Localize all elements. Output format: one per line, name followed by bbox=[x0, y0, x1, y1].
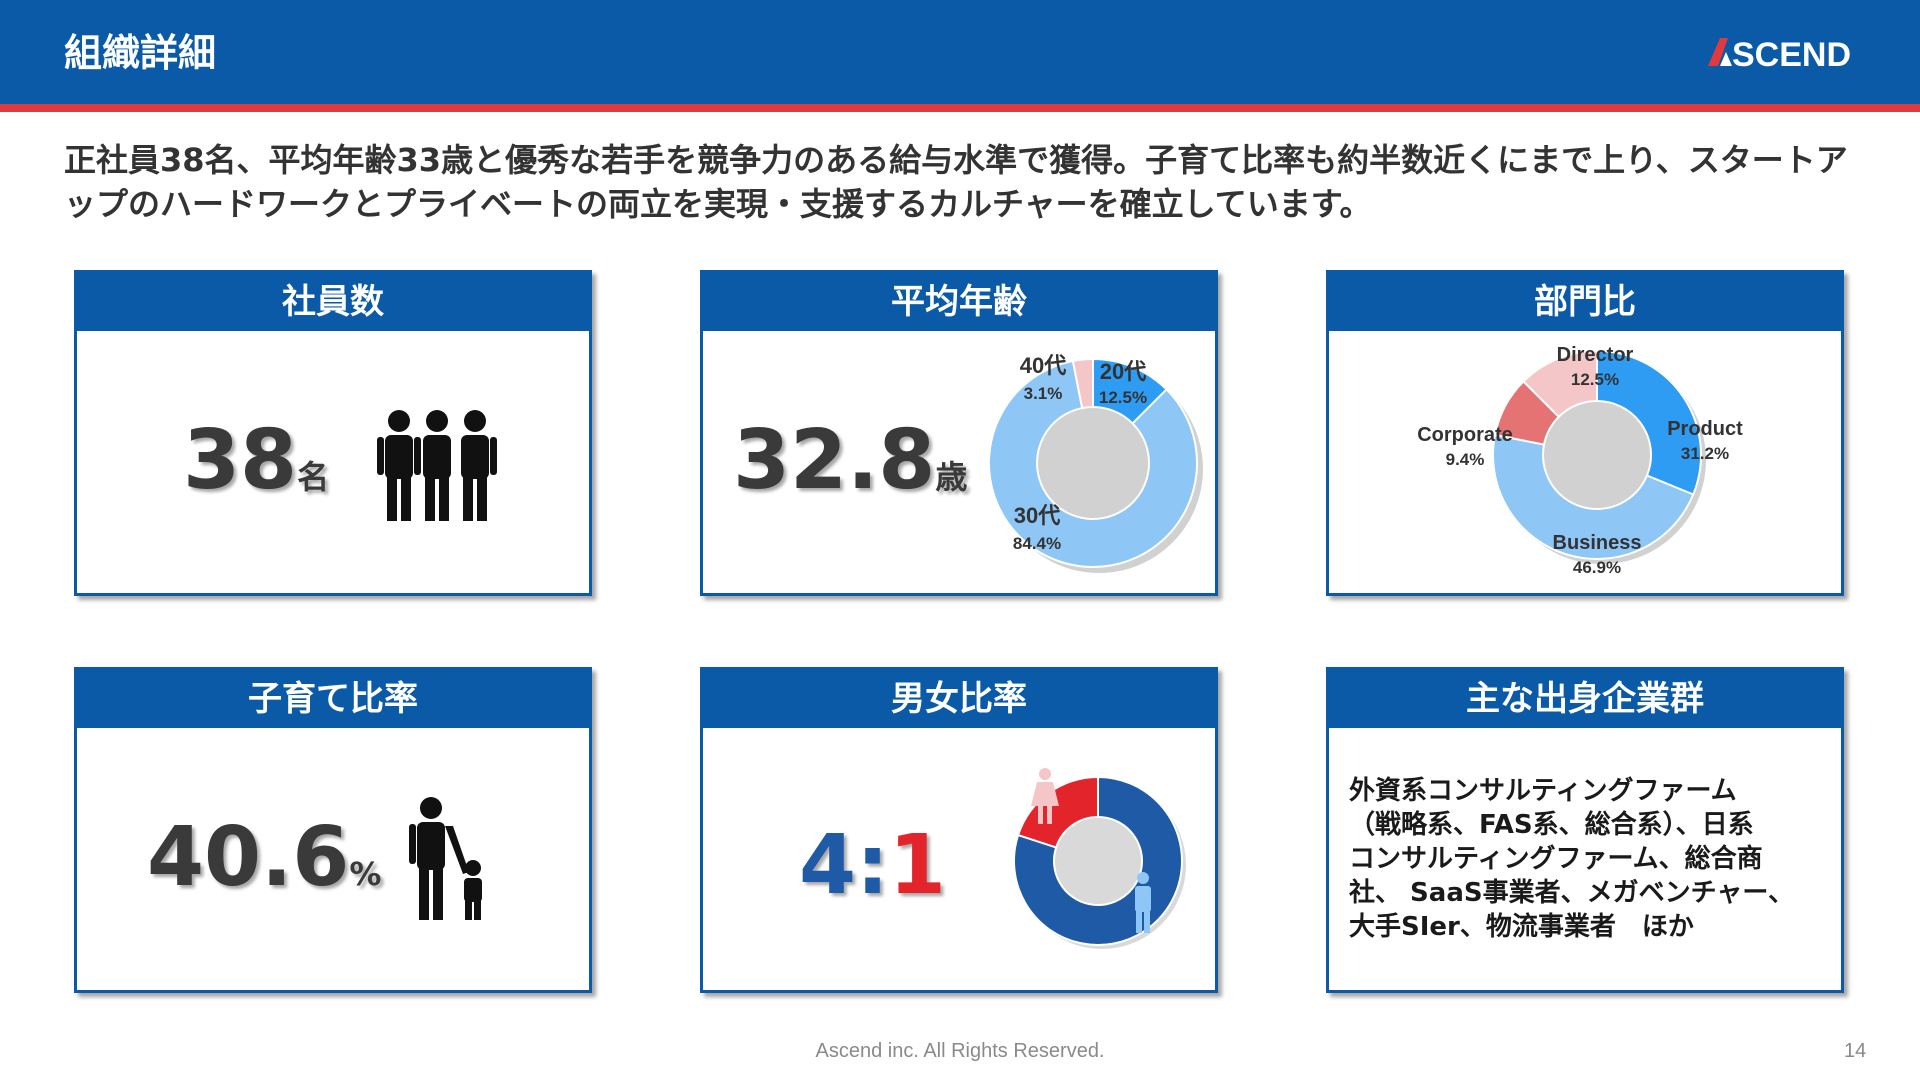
card-employees-title: 社員数 bbox=[77, 273, 589, 331]
average-age-unit: 歳 bbox=[935, 458, 968, 496]
card-employees: 社員数 38名 bbox=[74, 270, 592, 596]
dept-value-business: 46.9% bbox=[1573, 558, 1621, 577]
gender-chart-slice-1 bbox=[1016, 775, 1099, 849]
card-gender-title: 男女比率 bbox=[703, 670, 1215, 728]
gender-ratio-separator: : bbox=[856, 818, 889, 913]
dept-chart-slice-1 bbox=[1492, 433, 1695, 560]
header-bar: 組織詳細 SCEND bbox=[0, 0, 1920, 104]
logo-mark-red bbox=[1708, 38, 1728, 66]
card-parenting-title: 子育て比率 bbox=[77, 670, 589, 728]
parenting-rate: 40.6% bbox=[147, 810, 381, 905]
dept-chart-slice-0 bbox=[1596, 349, 1702, 496]
parent-child-icon bbox=[409, 797, 482, 920]
employee-count: 38名 bbox=[183, 413, 329, 508]
parenting-rate-unit: % bbox=[349, 855, 382, 893]
gender-ratio: 4:1 bbox=[799, 818, 946, 913]
gender-ratio-female: 1 bbox=[888, 818, 946, 913]
card-department: 部門比 Product 31.2% Business 46.9% Corporate 9.… bbox=[1326, 270, 1844, 596]
dept-label-business: Business bbox=[1553, 532, 1642, 554]
age-label-40s: 40代 bbox=[1020, 353, 1066, 378]
age-chart-slice-2 bbox=[1071, 357, 1094, 410]
average-age-value: 32.8 bbox=[733, 413, 936, 508]
group-of-people-icon bbox=[377, 410, 497, 521]
card-department-title: 部門比 bbox=[1329, 273, 1841, 331]
female-figure-icon bbox=[1031, 768, 1059, 824]
dept-value-corporate: 9.4% bbox=[1446, 450, 1485, 469]
age-label-20s: 20代 bbox=[1100, 359, 1146, 384]
origins-text: 外資系コンサルティングファーム （戦略系、FAS系、総合系）、日系 コンサルティ… bbox=[1349, 776, 1795, 942]
dept-label-corporate: Corporate bbox=[1417, 424, 1513, 446]
employee-count-value: 38 bbox=[183, 413, 298, 508]
age-donut-chart: 20代 12.5% 40代 3.1% 30代 84.4% bbox=[988, 353, 1203, 573]
parenting-rate-value: 40.6 bbox=[147, 810, 350, 905]
header-accent-line bbox=[0, 104, 1920, 112]
age-value-30s: 84.4% bbox=[1013, 534, 1061, 553]
footer-copyright: Ascend inc. All Rights Reserved. bbox=[815, 1040, 1105, 1062]
age-chart-slice-1 bbox=[988, 359, 1198, 568]
age-value-40s: 3.1% bbox=[1024, 384, 1063, 403]
logo-mark-white bbox=[1720, 52, 1732, 66]
dept-chart-slice-3 bbox=[1522, 349, 1598, 419]
dept-label-director: Director bbox=[1557, 344, 1634, 366]
gender-ratio-male: 4 bbox=[799, 818, 857, 913]
department-donut-chart: Product 31.2% Business 46.9% Corporate 9.4% Di… bbox=[1417, 344, 1743, 577]
lead-text: 正社員38名、平均年齢33歳と優秀な若手を競争力のある給与水準で獲得。子育て比率… bbox=[64, 141, 1848, 223]
card-gender-ratio: 男女比率 4:1 bbox=[700, 667, 1218, 993]
gender-donut-chart bbox=[1013, 768, 1186, 949]
employee-count-unit: 名 bbox=[297, 458, 330, 496]
card-average-age-title: 平均年齢 bbox=[703, 273, 1215, 331]
page-title: 組織詳細 bbox=[64, 31, 217, 75]
dept-value-director: 12.5% bbox=[1571, 370, 1619, 389]
male-figure-icon bbox=[1135, 872, 1151, 933]
average-age: 32.8歳 bbox=[733, 413, 967, 508]
dept-value-product: 31.2% bbox=[1681, 444, 1729, 463]
page-number: 14 bbox=[1844, 1040, 1867, 1062]
card-parenting: 子育て比率 40.6% bbox=[74, 667, 592, 993]
age-value-20s: 12.5% bbox=[1099, 388, 1147, 407]
dept-label-product: Product bbox=[1667, 418, 1743, 440]
card-origins: 主な出身企業群 外資系コンサルティングファーム （戦略系、FAS系、総合系）、日… bbox=[1326, 667, 1844, 993]
logo-text: SCEND bbox=[1732, 36, 1851, 74]
card-average-age: 平均年齢 32.8歳 20代 12.5% 40代 3.1% 30代 84.4% bbox=[700, 270, 1218, 596]
ascend-logo: SCEND bbox=[1708, 36, 1851, 74]
card-origins-title: 主な出身企業群 bbox=[1329, 670, 1841, 728]
age-label-30s: 30代 bbox=[1014, 503, 1060, 528]
